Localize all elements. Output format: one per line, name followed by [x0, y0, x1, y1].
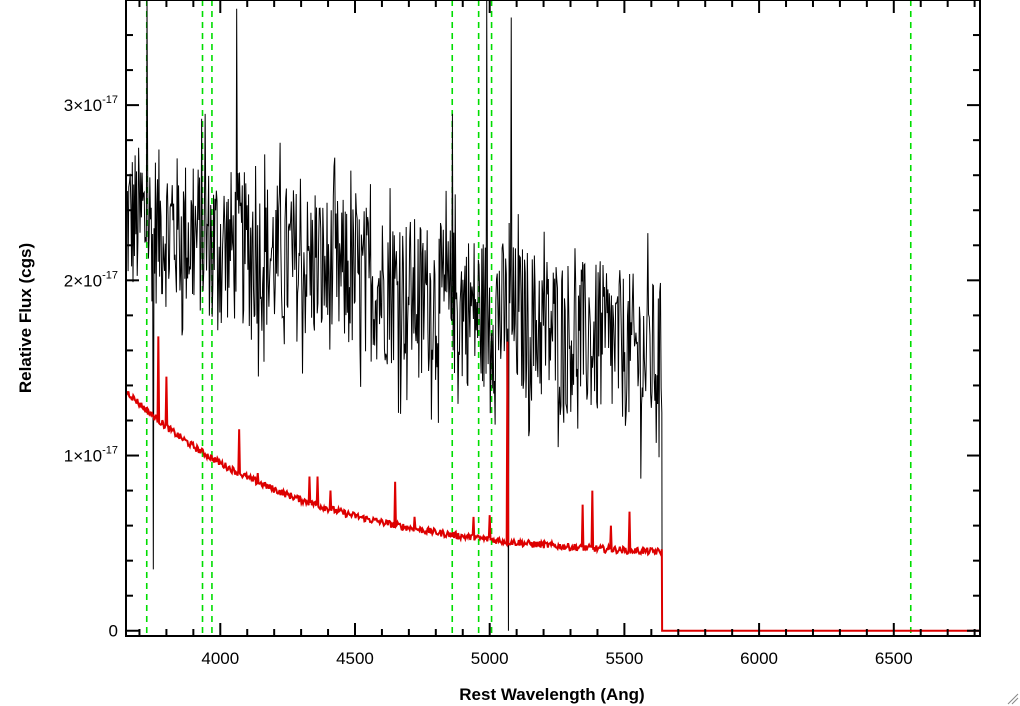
axes-layer [125, 0, 981, 637]
y-tick-label: 1×10-17 [64, 445, 118, 466]
x-axis-title: Rest Wavelength (Ang) [459, 685, 644, 704]
y-axis-title: Relative Flux (cgs) [16, 243, 35, 393]
resize-grip-icon[interactable] [1007, 693, 1019, 705]
x-tick-label: 5000 [471, 649, 509, 668]
series-layer [126, 0, 980, 632]
y-tick-label: 3×10-17 [64, 94, 118, 115]
x-tick-label: 6500 [875, 649, 913, 668]
x-tick-labels: 4000 4500 5000 5500 6000 6500 [201, 649, 912, 668]
reference-lines [145, 0, 912, 636]
plot-frame [125, 0, 981, 637]
y-tick-label: 2×10-17 [64, 269, 118, 290]
x-tick-label: 4000 [201, 649, 239, 668]
y-tick-label: 0 [109, 622, 118, 641]
series-observed-line [126, 0, 663, 631]
x-tick-label: 6000 [740, 649, 778, 668]
y-tick-labels: 0 1×10-17 2×10-17 3×10-17 [64, 94, 118, 641]
series-model-line [126, 336, 980, 632]
x-tick-label: 4500 [336, 649, 374, 668]
x-tick-label: 5500 [605, 649, 643, 668]
